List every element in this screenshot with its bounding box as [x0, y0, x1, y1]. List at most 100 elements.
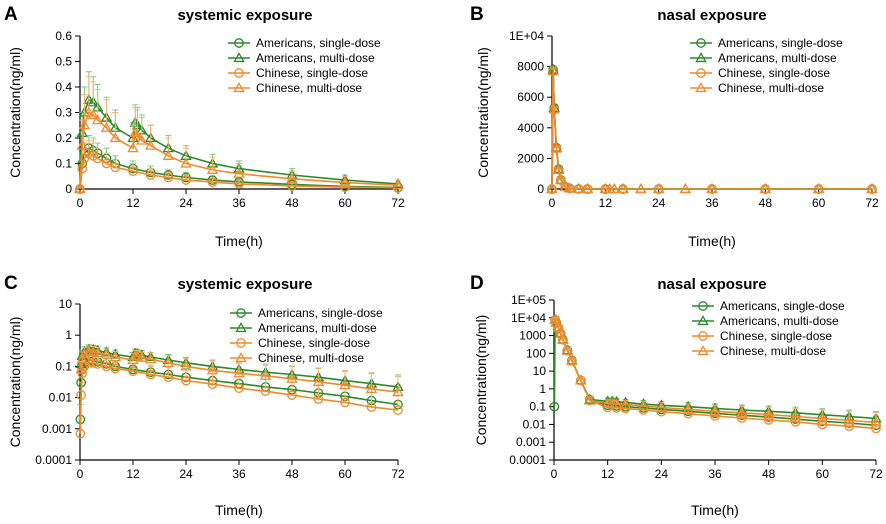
legend-label: Americans, single-dose — [720, 299, 845, 313]
legend-item: Americans, multi-dose — [692, 314, 839, 328]
y-tick-label: 6000 — [517, 90, 544, 104]
x-tick-label: 24 — [652, 196, 666, 210]
data-point — [100, 348, 113, 359]
data-point — [109, 132, 122, 143]
data-point — [637, 398, 650, 409]
y-axis-label: Concentration(ng/ml) — [7, 317, 23, 448]
data-point — [136, 134, 148, 145]
data-point — [555, 174, 567, 185]
chart-title: systemic exposure — [177, 276, 312, 293]
x-tick-label: 72 — [865, 196, 879, 210]
series-line — [551, 71, 872, 190]
x-tick-label: 12 — [601, 467, 615, 481]
series-line — [79, 111, 399, 190]
data-point — [144, 351, 157, 362]
y-tick-label: 1E+04 — [511, 311, 546, 325]
data-point — [78, 119, 91, 130]
data-point — [136, 351, 148, 362]
y-tick-label: 0.6 — [55, 29, 72, 43]
x-tick-label: 36 — [232, 196, 246, 210]
data-point — [163, 170, 174, 180]
data-point — [619, 398, 632, 409]
data-point — [83, 106, 95, 117]
chart-title: systemic exposure — [177, 7, 312, 24]
data-point — [286, 372, 298, 383]
data-point — [110, 162, 121, 173]
legend-marker — [695, 82, 707, 93]
y-tick-label: 0.2 — [55, 131, 72, 145]
data-point — [131, 129, 144, 140]
data-point — [109, 351, 122, 362]
legend-marker — [696, 38, 706, 48]
series-line — [79, 98, 399, 190]
data-point — [610, 398, 623, 409]
y-tick-label: 0.01 — [523, 417, 547, 431]
data-point — [180, 360, 192, 371]
x-tick-label: 60 — [816, 467, 830, 481]
y-tick-label: 1000 — [519, 329, 546, 343]
data-point — [287, 390, 297, 400]
data-point — [339, 176, 351, 187]
legend-label: Americans, multi-dose — [718, 51, 837, 65]
data-point — [234, 383, 244, 394]
y-tick-label: 0.1 — [55, 157, 72, 171]
legend-item: Chinese, multi-dose — [690, 81, 824, 95]
series-am-multi — [546, 63, 878, 194]
data-point — [549, 401, 560, 412]
chart-title: nasal exposure — [657, 276, 766, 293]
data-point — [206, 364, 219, 375]
legend-marker — [236, 338, 246, 348]
legend-label: Americans, multi-dose — [258, 321, 377, 335]
data-point — [206, 163, 219, 174]
x-tick-label: 12 — [126, 467, 140, 481]
legend-label: Americans, single-dose — [258, 306, 383, 320]
data-point — [366, 402, 377, 412]
panel-letter: A — [4, 4, 18, 25]
data-point — [76, 353, 88, 364]
data-point — [610, 395, 623, 406]
panel-letter: B — [470, 4, 484, 25]
x-tick-label: 60 — [812, 196, 826, 210]
data-point — [260, 386, 271, 397]
legend-label: Americans, single-dose — [256, 36, 381, 50]
data-point — [566, 354, 578, 365]
data-point — [340, 397, 350, 408]
data-point — [392, 179, 404, 190]
x-tick-label: 48 — [759, 196, 773, 210]
data-point — [866, 183, 878, 194]
data-point — [557, 333, 569, 344]
series-cn-multi — [549, 313, 882, 427]
data-point — [233, 367, 245, 378]
data-point — [635, 183, 647, 194]
data-point — [682, 403, 694, 414]
data-point — [110, 363, 121, 374]
data-point — [312, 375, 325, 386]
legend-item: Americans, single-dose — [230, 306, 383, 320]
data-point — [92, 359, 103, 369]
data-point — [339, 174, 351, 185]
x-tick-label: 60 — [338, 467, 352, 481]
data-point — [617, 183, 629, 194]
y-tick-label: 0.001 — [516, 435, 546, 449]
data-point — [759, 183, 772, 194]
x-axis-label: Time(h) — [215, 233, 263, 249]
data-point — [78, 348, 91, 359]
legend-item: Americans, single-dose — [690, 36, 843, 50]
data-point — [812, 183, 825, 194]
legend-marker — [235, 322, 247, 333]
y-tick-label: 0.0001 — [35, 453, 72, 467]
data-point — [234, 179, 244, 189]
y-tick-label: 2000 — [517, 151, 544, 165]
y-tick-label: 0.0001 — [509, 453, 546, 467]
x-tick-label: 36 — [232, 467, 246, 481]
data-point — [844, 421, 855, 432]
legend-label: Chinese, single-dose — [256, 66, 368, 80]
y-tick-label: 0.001 — [42, 422, 72, 436]
legend-label: Americans, multi-dose — [720, 314, 839, 328]
y-axis-label: Concentration(ng/ml) — [473, 315, 489, 446]
y-tick-label: 1 — [65, 328, 72, 342]
y-tick-label: 8000 — [517, 60, 544, 74]
y-tick-label: 0.3 — [55, 106, 72, 120]
